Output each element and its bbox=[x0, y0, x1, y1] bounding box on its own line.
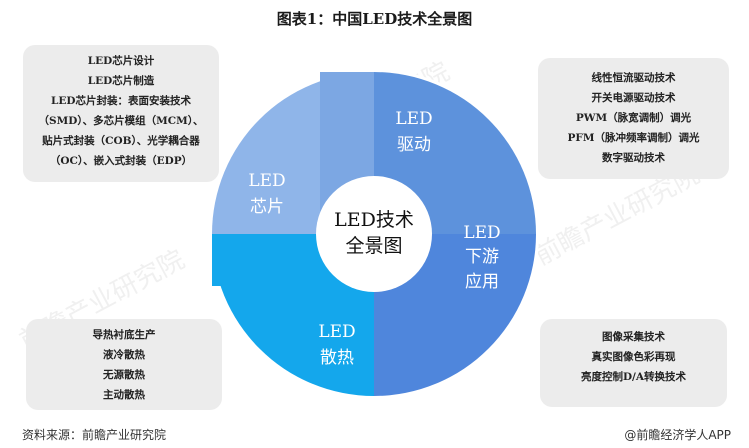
drive-tech-item: 开关电源驱动技术 bbox=[591, 92, 676, 104]
center-label-2: 全景图 bbox=[345, 235, 402, 257]
center-label-1: LED技术 bbox=[334, 209, 414, 231]
segment-downstream-label-3: 应用 bbox=[465, 272, 499, 292]
downstream-tech-item: 图像采集技术 bbox=[602, 331, 665, 343]
downstream-tech-item: 亮度控制D/A转换技术 bbox=[580, 371, 687, 383]
heat-tech-item: 液冷散热 bbox=[103, 349, 145, 361]
center-circle bbox=[316, 176, 432, 292]
segment-downstream-label-1: LED bbox=[463, 223, 500, 243]
chip-tech-item: （SMD）、多芯片模组（MCM）、 bbox=[38, 115, 204, 127]
chip-tech-item: LED芯片设计 bbox=[87, 55, 155, 67]
drive-tech-item: 数字驱动技术 bbox=[602, 152, 665, 164]
heat-tech-item: 导热衬底生产 bbox=[92, 329, 156, 341]
segment-downstream-label-2: 下游 bbox=[465, 247, 499, 267]
segment-drive-label-2: 驱动 bbox=[397, 135, 431, 155]
page-title: 图表1：中国LED技术全景图 bbox=[276, 10, 473, 28]
heat-tech-box: 导热衬底生产 液冷散热 无源散热 主动散热 bbox=[26, 319, 222, 410]
chip-tech-item: LED芯片制造 bbox=[87, 75, 155, 87]
drive-tech-item: 线性恒流驱动技术 bbox=[591, 72, 676, 84]
downstream-tech-box: 图像采集技术 真实图像色彩再现 亮度控制D/A转换技术 bbox=[540, 319, 727, 407]
heat-tech-item: 无源散热 bbox=[103, 369, 145, 381]
segment-chip-label-1: LED bbox=[248, 171, 285, 191]
chip-tech-box: LED芯片设计 LED芯片制造 LED芯片封装：表面安装技术 （SMD）、多芯片… bbox=[23, 45, 219, 182]
chip-tech-item: （OC）、嵌入式封装（EDP） bbox=[49, 155, 193, 167]
segment-chip-label-2: 芯片 bbox=[250, 197, 284, 217]
chip-tech-item: LED芯片封装：表面安装技术 bbox=[51, 95, 191, 107]
segment-drive-label-1: LED bbox=[395, 109, 432, 129]
drive-tech-item: PFM（脉冲频率调制）调光 bbox=[567, 132, 700, 144]
drive-tech-box: 线性恒流驱动技术 开关电源驱动技术 PWM（脉宽调制）调光 PFM（脉冲频率调制… bbox=[538, 58, 729, 179]
segment-heat-label-1: LED bbox=[318, 322, 355, 342]
chip-tech-item: 贴片式封装（COB）、光学耦合器 bbox=[42, 135, 200, 147]
brand-credit: @前瞻经济学人APP bbox=[624, 428, 731, 442]
downstream-tech-item: 真实图像色彩再现 bbox=[591, 351, 676, 363]
segment-heat-label-2: 散热 bbox=[320, 348, 354, 368]
drive-tech-item: PWM（脉宽调制）调光 bbox=[575, 112, 692, 124]
source-note: 资料来源：前瞻产业研究院 bbox=[22, 428, 167, 442]
heat-tech-item: 主动散热 bbox=[103, 389, 145, 401]
